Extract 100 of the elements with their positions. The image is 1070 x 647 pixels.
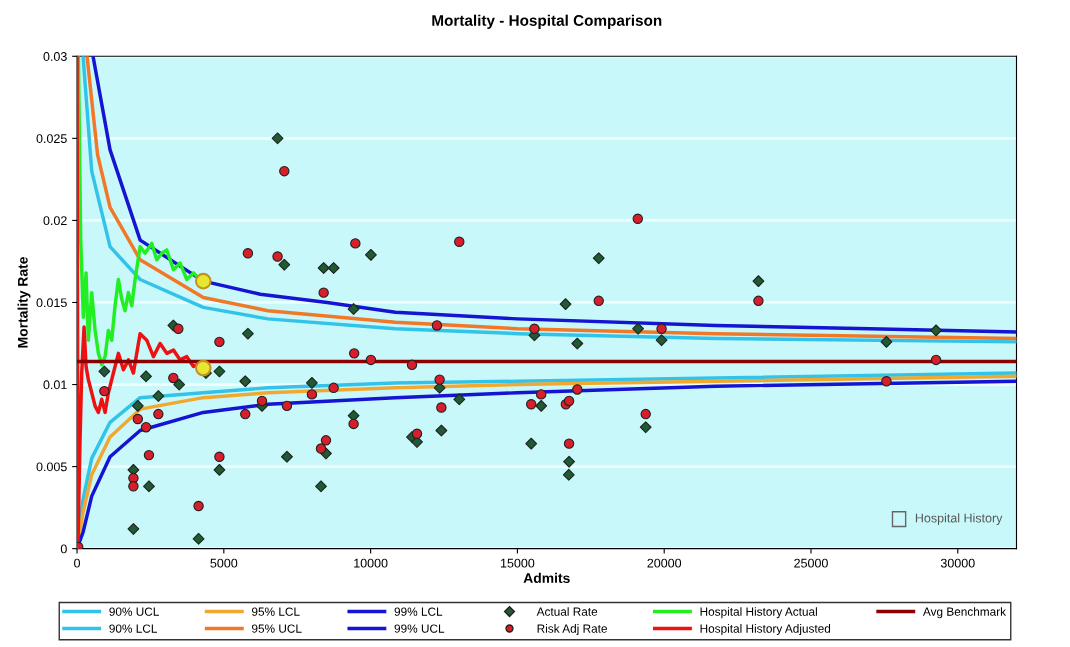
point [525, 399, 537, 410]
point [305, 376, 318, 389]
point [640, 408, 651, 420]
point [350, 238, 361, 249]
point [193, 500, 204, 512]
point [214, 451, 225, 462]
point [272, 251, 283, 262]
point [131, 399, 144, 412]
point [434, 374, 445, 385]
y-tick-label: 0.025 [36, 134, 67, 143]
point [278, 258, 291, 271]
point [411, 428, 423, 439]
point [571, 337, 584, 350]
point [632, 322, 645, 335]
y-tick-label: 0.005 [36, 462, 67, 472]
point [152, 390, 165, 402]
annotation: Hospital History [915, 513, 1003, 525]
point [320, 435, 332, 446]
point [639, 421, 652, 434]
point [241, 327, 254, 340]
x-tick-label: 10000 [354, 558, 388, 568]
point [348, 418, 359, 430]
point [435, 424, 448, 437]
point [271, 132, 284, 145]
point [194, 359, 212, 377]
point [281, 400, 293, 412]
point [930, 324, 942, 337]
point [315, 443, 327, 454]
point [753, 295, 764, 307]
point [535, 399, 548, 412]
x-tick-label: 20000 [647, 558, 682, 568]
legend-label: Hospital History Adjusted [700, 624, 831, 636]
point [365, 354, 377, 366]
point [279, 165, 290, 177]
point [128, 481, 139, 492]
point [242, 248, 254, 259]
x-axis-title: Admits [523, 572, 570, 584]
point [153, 408, 164, 420]
x-tick-label: 30000 [940, 558, 975, 568]
point [213, 365, 226, 378]
point [173, 378, 186, 391]
point [347, 303, 360, 315]
point [559, 298, 572, 311]
x-tick-label: 5000 [210, 558, 238, 568]
point [214, 336, 225, 348]
point [168, 372, 179, 384]
point [529, 323, 540, 334]
y-tick-label: 0.03 [43, 52, 67, 61]
legend-label: Avg Benchmark [922, 607, 1007, 619]
point [173, 323, 184, 334]
point [593, 295, 604, 307]
legend-label: Hospital History Actual [700, 607, 817, 619]
point [140, 370, 152, 383]
point [256, 395, 268, 407]
y-tick-label: 0.02 [43, 216, 67, 226]
point [98, 365, 111, 378]
point [563, 438, 575, 449]
point [194, 272, 212, 290]
point [364, 248, 377, 261]
point [317, 262, 330, 274]
chart-title: Mortality - Hospital Comparison [432, 14, 662, 29]
point [315, 480, 327, 493]
x-tick-label: 15000 [500, 558, 535, 568]
point [143, 449, 155, 461]
point [752, 275, 765, 288]
point [143, 480, 155, 493]
legend-label: 90% LCL [109, 624, 157, 633]
legend-label: 99% UCL [394, 624, 445, 633]
point [431, 320, 443, 331]
point [562, 468, 575, 481]
point [306, 389, 318, 400]
y-tick-label: 0.01 [43, 380, 67, 390]
point [348, 348, 360, 359]
legend-label: 90% UCL [109, 607, 159, 616]
y-tick-label: 0 [60, 544, 67, 554]
point [328, 382, 339, 394]
point [327, 262, 340, 274]
point [563, 395, 575, 407]
point [563, 455, 576, 468]
point [192, 532, 205, 545]
point [406, 359, 418, 371]
point [239, 375, 252, 388]
point [281, 450, 293, 463]
point [240, 408, 251, 420]
point [656, 323, 667, 334]
point [453, 393, 466, 406]
legend-label: 95% UCL [251, 624, 302, 633]
legend-label: Actual Rate [536, 607, 598, 616]
point [881, 376, 892, 387]
legend-label: 99% LCL [394, 607, 443, 616]
point [572, 384, 583, 395]
y-tick-label: 0.015 [36, 298, 67, 308]
x-tick-label: 0 [74, 558, 81, 568]
point [454, 236, 465, 247]
point [535, 389, 547, 400]
point [655, 334, 668, 347]
point [127, 523, 140, 535]
y-axis-title: Mortality Rate [17, 257, 31, 348]
point [632, 213, 643, 224]
point [592, 252, 605, 265]
